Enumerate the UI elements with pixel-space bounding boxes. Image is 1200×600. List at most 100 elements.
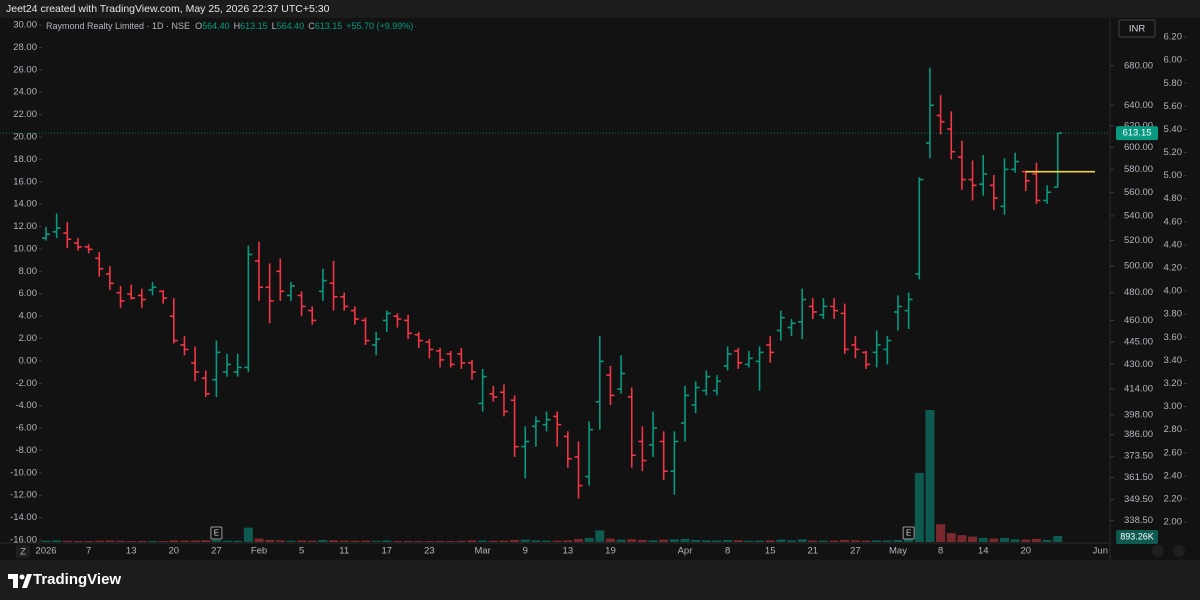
- tick-label: 430.00: [1124, 359, 1153, 370]
- tick-label: 640.00: [1124, 100, 1153, 111]
- x-tick-label: 8: [938, 546, 943, 557]
- volume-bar: [893, 539, 903, 542]
- tick-label: 2.80: [1164, 424, 1183, 435]
- volume-bar: [616, 539, 626, 542]
- tick-label: -4.00: [15, 400, 37, 411]
- tick-label: -14.00: [10, 512, 37, 523]
- volume-bar: [637, 539, 647, 542]
- volume-bar: [467, 540, 477, 542]
- volume-bar: [914, 472, 924, 542]
- volume-bar: [62, 540, 72, 542]
- legend-value: 564.40: [202, 21, 230, 31]
- volume-bar: [648, 540, 658, 542]
- tick-label: 3.00: [1164, 401, 1183, 412]
- tick-label: 2.20: [1164, 493, 1183, 504]
- tick-label: 5.20: [1164, 147, 1183, 158]
- volume-bar: [446, 540, 456, 542]
- volume-bar: [552, 540, 562, 542]
- volume-bar: [307, 540, 317, 542]
- brand-name: TradingView: [33, 571, 121, 588]
- x-tick-label: Apr: [678, 546, 693, 557]
- volume-bar: [275, 540, 285, 542]
- auto-scale-button[interactable]: [1152, 545, 1164, 557]
- volume-bar: [542, 540, 552, 542]
- volume-bar: [755, 540, 765, 542]
- volume-bar: [669, 539, 679, 542]
- x-tick-label: 2026: [35, 546, 56, 557]
- tick-label: 2.00: [19, 333, 38, 344]
- volume-bar: [286, 540, 296, 542]
- x-tick-label: 20: [169, 546, 180, 557]
- volume-bar: [1031, 538, 1041, 542]
- tick-label: -16.00: [10, 535, 37, 546]
- x-tick-label: 13: [126, 546, 137, 557]
- volume-tag: [1116, 530, 1158, 544]
- volume-bar: [1053, 535, 1063, 542]
- tick-label: 600.00: [1124, 142, 1153, 153]
- volume-bar: [574, 538, 583, 542]
- volume-bar: [169, 540, 179, 542]
- volume-bar: [520, 539, 530, 542]
- tick-label: 520.00: [1124, 235, 1153, 246]
- volume-bar: [595, 530, 605, 542]
- tick-label: 24.00: [13, 87, 37, 98]
- time-button-label: Z: [20, 547, 26, 558]
- volume-bar: [659, 539, 669, 542]
- tick-label: 22.00: [13, 109, 37, 120]
- tick-label: 5.80: [1164, 78, 1183, 89]
- header-bar: [0, 0, 1200, 18]
- volume-bar: [957, 535, 967, 542]
- volume-bar: [882, 540, 892, 542]
- legend-value: 564.40: [277, 21, 305, 31]
- volume-bar: [179, 540, 189, 542]
- tick-label: 30.00: [13, 20, 37, 31]
- volume-bar: [840, 539, 850, 542]
- tick-label: 2.40: [1164, 470, 1183, 481]
- legend: Raymond Realty Limited · 1D · NSE O564.40…: [46, 21, 413, 31]
- volume-bar: [222, 540, 232, 542]
- tick-label: 6.20: [1164, 32, 1183, 43]
- x-tick-label: 17: [382, 546, 393, 557]
- volume-bar: [318, 539, 328, 542]
- tick-label: -8.00: [15, 445, 37, 456]
- volume-bar: [925, 410, 935, 542]
- volume-bar: [435, 540, 445, 542]
- volume-bar: [488, 540, 498, 542]
- tick-label: 4.60: [1164, 216, 1183, 227]
- tick-label: 4.40: [1164, 239, 1183, 250]
- volume-bar: [936, 524, 946, 542]
- x-tick-label: 20: [1021, 546, 1032, 557]
- tick-label: 460.00: [1124, 315, 1153, 326]
- earnings-box: [210, 526, 223, 540]
- legend-change: +55.70 (+9.99%): [346, 21, 413, 31]
- volume-bar: [701, 540, 711, 542]
- tick-label: 349.50: [1124, 494, 1153, 505]
- volume-bar: [946, 533, 956, 542]
- volume-bar: [605, 538, 615, 542]
- tick-label: 361.50: [1124, 472, 1153, 483]
- x-tick-label: 13: [563, 546, 574, 557]
- volume-bar: [339, 540, 349, 542]
- volume-bar: [361, 540, 370, 542]
- tick-label: -2.00: [15, 378, 37, 389]
- tick-label: 3.40: [1164, 355, 1183, 366]
- tick-label: 5.40: [1164, 124, 1183, 135]
- currency-button[interactable]: [1118, 19, 1156, 38]
- volume-bar: [211, 539, 221, 542]
- tick-label: 6.00: [1164, 55, 1183, 66]
- x-tick-label: 9: [523, 546, 528, 557]
- legend-key: C: [308, 21, 315, 31]
- tick-label: 3.20: [1164, 378, 1183, 389]
- volume-bar: [392, 540, 402, 542]
- volume-bar: [968, 536, 978, 542]
- tick-label: 0.00: [19, 355, 38, 366]
- tick-label: 3.60: [1164, 332, 1183, 343]
- currency-label: INR: [1129, 24, 1146, 35]
- volume-bar: [1000, 537, 1009, 542]
- settings-button[interactable]: [1173, 545, 1185, 557]
- x-tick-label: 15: [765, 546, 776, 557]
- time-button[interactable]: [16, 545, 30, 558]
- volume-bar: [478, 540, 488, 542]
